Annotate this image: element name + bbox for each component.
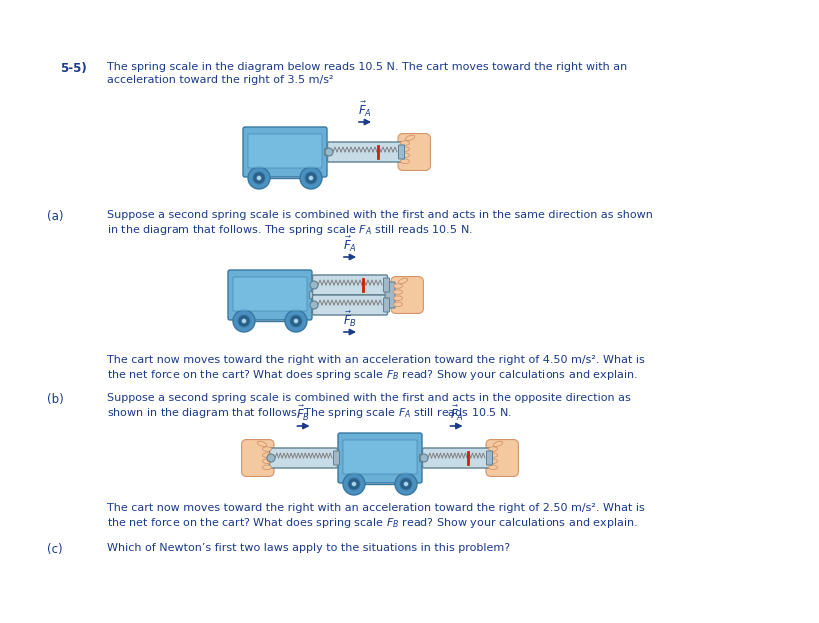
Text: $\vec{F}_{B}$: $\vec{F}_{B}$ [343, 310, 357, 329]
FancyBboxPatch shape [486, 451, 492, 465]
Ellipse shape [488, 465, 497, 470]
Text: the net force on the cart? What does spring scale $F_B$ read? Show your calculat: the net force on the cart? What does spr… [107, 368, 638, 382]
Circle shape [253, 172, 265, 184]
Circle shape [325, 148, 333, 156]
Text: shown in the diagram that follows. The spring scale $F_A$ still reads 10.5 N.: shown in the diagram that follows. The s… [107, 406, 512, 420]
FancyBboxPatch shape [383, 278, 390, 292]
FancyBboxPatch shape [313, 295, 387, 315]
Circle shape [343, 473, 365, 495]
Text: (b): (b) [47, 393, 64, 406]
Text: Suppose a second spring scale is combined with the first and acts in the opposit: Suppose a second spring scale is combine… [107, 393, 631, 403]
Circle shape [395, 473, 417, 495]
FancyBboxPatch shape [310, 292, 316, 298]
Circle shape [309, 176, 314, 181]
Ellipse shape [257, 441, 266, 447]
Ellipse shape [393, 284, 402, 288]
Circle shape [351, 482, 356, 487]
Text: the net force on the cart? What does spring scale $F_B$ read? Show your calculat: the net force on the cart? What does spr… [107, 516, 638, 530]
FancyBboxPatch shape [329, 455, 337, 462]
Circle shape [242, 318, 247, 323]
Ellipse shape [488, 459, 497, 464]
Circle shape [267, 454, 275, 462]
Circle shape [305, 172, 317, 184]
Text: $\vec{F}_{A}$: $\vec{F}_{A}$ [343, 235, 357, 254]
Circle shape [238, 315, 250, 327]
Circle shape [420, 454, 428, 462]
Ellipse shape [400, 159, 410, 163]
Circle shape [404, 482, 409, 487]
FancyBboxPatch shape [233, 277, 307, 311]
Ellipse shape [400, 147, 410, 151]
Circle shape [233, 310, 255, 332]
Ellipse shape [494, 441, 503, 447]
Circle shape [310, 301, 318, 309]
Ellipse shape [405, 135, 414, 141]
FancyBboxPatch shape [248, 134, 322, 168]
Ellipse shape [393, 290, 402, 294]
FancyBboxPatch shape [486, 440, 518, 477]
Ellipse shape [488, 447, 497, 451]
FancyBboxPatch shape [328, 142, 402, 162]
Text: $\vec{F}_{A}$: $\vec{F}_{A}$ [358, 100, 372, 119]
Ellipse shape [400, 141, 410, 145]
FancyBboxPatch shape [269, 448, 337, 468]
Text: $\vec{F}_{A}$: $\vec{F}_{A}$ [450, 404, 464, 423]
Circle shape [248, 167, 270, 189]
Ellipse shape [263, 465, 271, 470]
FancyBboxPatch shape [324, 148, 332, 156]
Ellipse shape [263, 447, 271, 451]
Ellipse shape [393, 302, 402, 307]
FancyBboxPatch shape [242, 440, 274, 477]
Text: Which of Newton’s first two laws apply to the situations in this problem?: Which of Newton’s first two laws apply t… [107, 543, 510, 553]
Ellipse shape [263, 459, 271, 464]
FancyBboxPatch shape [399, 145, 405, 159]
Text: The cart now moves toward the right with an acceleration toward the right of 2.5: The cart now moves toward the right with… [107, 503, 645, 513]
Circle shape [293, 318, 298, 323]
Circle shape [400, 478, 412, 490]
FancyBboxPatch shape [228, 270, 312, 320]
Text: Suppose a second spring scale is combined with the first and acts in the same di: Suppose a second spring scale is combine… [107, 210, 653, 220]
FancyBboxPatch shape [343, 440, 417, 474]
Ellipse shape [488, 453, 497, 457]
Circle shape [310, 281, 318, 289]
FancyBboxPatch shape [385, 282, 395, 308]
Text: 5-5): 5-5) [60, 62, 87, 75]
FancyBboxPatch shape [243, 127, 327, 177]
Circle shape [348, 478, 360, 490]
Circle shape [285, 310, 307, 332]
Ellipse shape [399, 278, 408, 283]
Text: The cart now moves toward the right with an acceleration toward the right of 4.5: The cart now moves toward the right with… [107, 355, 645, 365]
Text: (a): (a) [47, 210, 64, 223]
Text: The spring scale in the diagram below reads 10.5 N. The cart moves toward the ri: The spring scale in the diagram below re… [107, 62, 627, 72]
Circle shape [300, 167, 322, 189]
Circle shape [256, 176, 261, 181]
FancyBboxPatch shape [419, 455, 427, 462]
Ellipse shape [263, 453, 271, 457]
Circle shape [290, 315, 302, 327]
Text: (c): (c) [47, 543, 62, 556]
Text: in the diagram that follows. The spring scale $F_A$ still reads 10.5 N.: in the diagram that follows. The spring … [107, 223, 473, 237]
FancyBboxPatch shape [333, 451, 340, 465]
FancyBboxPatch shape [391, 277, 423, 313]
Ellipse shape [400, 153, 410, 158]
Text: $\vec{F}_{B}$: $\vec{F}_{B}$ [296, 404, 310, 423]
FancyBboxPatch shape [313, 275, 387, 295]
Ellipse shape [393, 296, 402, 300]
FancyBboxPatch shape [338, 433, 422, 483]
FancyBboxPatch shape [423, 448, 491, 468]
FancyBboxPatch shape [398, 133, 431, 171]
Text: acceleration toward the right of 3.5 m/s²: acceleration toward the right of 3.5 m/s… [107, 75, 333, 85]
FancyBboxPatch shape [383, 298, 390, 312]
